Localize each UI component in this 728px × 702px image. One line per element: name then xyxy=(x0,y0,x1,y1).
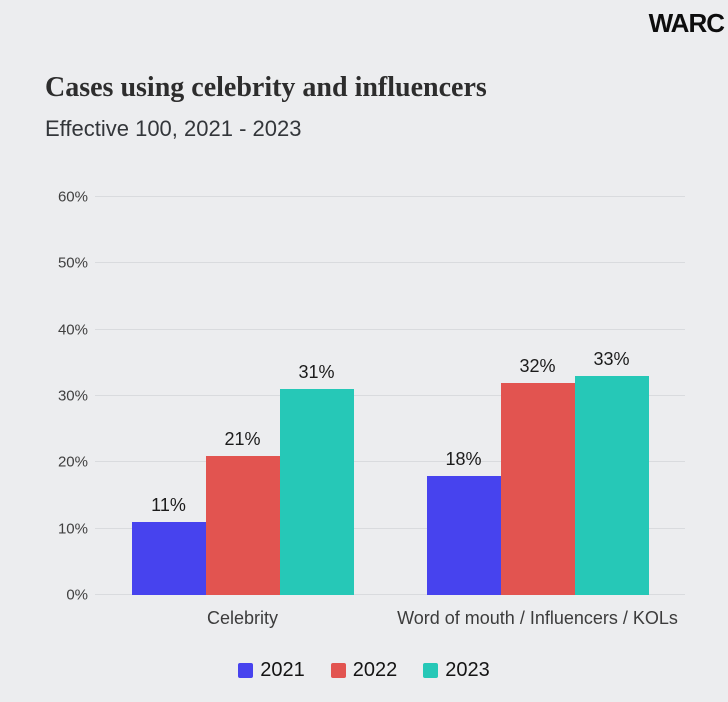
y-tick-label-30%: 30% xyxy=(57,387,88,405)
bar-column-2022-2: 32% xyxy=(500,197,575,595)
plot-area: 11% 21% 31% 18% 32% 33% xyxy=(95,196,685,595)
legend-swatch-2021 xyxy=(238,663,254,678)
y-axis: 0% 10% 20% 30% 40% 50% 60% xyxy=(40,189,88,604)
bar-2021 xyxy=(131,522,206,595)
legend-item-2021: 2021 xyxy=(238,659,305,682)
chart-subtitle: Effective 100, 2021 - 2023 xyxy=(45,116,302,141)
bar-column-2021-1: 11% xyxy=(131,197,206,595)
bar-2023 xyxy=(574,376,649,595)
bar-group-2: 18% 32% 33% xyxy=(390,197,685,595)
legend-item-2023: 2023 xyxy=(423,659,490,682)
gridline-10% xyxy=(95,527,685,529)
gridline-20% xyxy=(95,461,685,463)
legend-label-2021: 2021 xyxy=(260,659,305,681)
chart-title: Cases using celebrity and influencers xyxy=(45,72,487,103)
bar-value-label: 21% xyxy=(224,428,261,449)
y-tick-label-60%: 60% xyxy=(57,188,88,206)
legend-label-2023: 2023 xyxy=(445,659,490,681)
legend: 2021 2022 2023 xyxy=(0,659,728,682)
y-tick-label-20%: 20% xyxy=(57,453,88,471)
legend-label-2022: 2022 xyxy=(352,659,398,681)
bar-value-label: 32% xyxy=(519,355,556,376)
bar-2021 xyxy=(426,475,501,595)
bar-2023 xyxy=(279,389,354,595)
bar-value-label: 31% xyxy=(298,362,335,383)
gridline-60% xyxy=(95,196,685,197)
bar-2022 xyxy=(500,382,575,595)
y-tick-label-0%: 0% xyxy=(66,586,88,604)
bar-column-2022-1: 21% xyxy=(205,197,280,595)
legend-item-2022: 2022 xyxy=(330,659,398,682)
y-tick-label-50%: 50% xyxy=(57,254,88,272)
bar-column-2021-2: 18% xyxy=(426,197,501,595)
x-category-label: Word of mouth / Influencers / KOLs xyxy=(397,608,678,628)
bar-group-1: 11% 21% 31% xyxy=(95,197,390,595)
y-tick-label-10%: 10% xyxy=(57,520,88,538)
warc-logo: WARC xyxy=(648,8,725,38)
bar-column-2023-1: 31% xyxy=(279,197,354,595)
gridline-40% xyxy=(95,328,685,330)
gridline-30% xyxy=(95,395,685,396)
gridline-50% xyxy=(95,262,685,264)
bar-2022 xyxy=(205,455,280,595)
bar-column-2023-2: 33% xyxy=(574,197,649,595)
y-tick-label-40%: 40% xyxy=(57,321,88,339)
bar-value-label: 11% xyxy=(151,495,186,516)
x-category-label: Celebrity xyxy=(206,608,279,628)
bar-groups: 11% 21% 31% 18% 32% 33% xyxy=(95,197,685,595)
legend-swatch-2023 xyxy=(423,663,439,678)
gridline-0% xyxy=(95,594,685,595)
legend-swatch-2022 xyxy=(330,663,346,678)
bar-value-label: 33% xyxy=(593,349,630,370)
bar-value-label: 18% xyxy=(445,448,482,469)
x-axis-labels: Celebrity Word of mouth / Influencers / K… xyxy=(95,608,685,629)
